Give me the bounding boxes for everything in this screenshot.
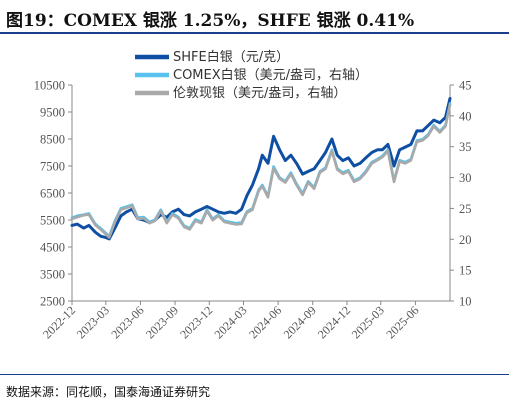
legend-label-2: COMEX白银（美元/盎司，右轴）: [173, 67, 368, 83]
y-left-tick-label: 3500: [40, 268, 65, 282]
y-right-tick-label: 20: [459, 233, 472, 247]
y-left-tick-label: 4500: [40, 241, 65, 255]
series-line-3: [70, 103, 452, 239]
x-tick-label: 2024-09: [281, 303, 319, 341]
x-tick-label: 2024-06: [246, 303, 284, 341]
footer-rule: [0, 374, 509, 375]
y-left-tick-label: 7500: [40, 160, 65, 174]
y-right-tick-label: 25: [459, 202, 472, 216]
x-tick-label: 2023-12: [177, 303, 215, 341]
x-tick-label: 2024-03: [211, 303, 249, 341]
y-right-tick-label: 35: [459, 140, 472, 154]
series-line-1: [70, 97, 452, 241]
y-left-tick-label: 10500: [34, 79, 65, 93]
legend-label-3: 伦敦现银（美元/盎司，右轴）: [173, 85, 346, 101]
y-left-tick-label: 5500: [40, 214, 65, 228]
y-right-tick-label: 10: [459, 295, 472, 309]
x-tick-label: 2023-06: [108, 303, 146, 341]
title-rule: [0, 32, 509, 34]
legend-label-1: SHFE白银（元/克）: [173, 49, 289, 65]
figure-footer: 数据来源：同花顺，国泰海通证券研究: [0, 374, 509, 406]
x-tick-label: 2024-12: [315, 303, 353, 341]
x-tick-label: 2023-09: [143, 303, 181, 341]
y-right-tick-label: 30: [459, 171, 472, 185]
source-note: 数据来源：同花顺，国泰海通证券研究: [6, 385, 211, 399]
series-line-2: [70, 102, 452, 238]
y-left-tick-label: 2500: [40, 295, 65, 309]
x-tick-label: 2025-03: [349, 303, 387, 341]
y-left-tick-label: 6500: [40, 187, 65, 201]
chart-area: 2500 3500 4500 5500 6500 7500 8500 9500 10500 10 1…: [0, 34, 509, 374]
y-right-tick-label: 45: [459, 79, 472, 93]
x-tick-label: 2025-06: [383, 303, 421, 341]
x-tick-label: 2023-03: [74, 303, 112, 341]
line-chart: 2500 3500 4500 5500 6500 7500 8500 9500 10500 10 1…: [34, 49, 472, 341]
y-left-tick-label: 8500: [40, 133, 65, 147]
y-right-tick-label: 40: [459, 109, 472, 123]
y-right-tick-label: 15: [459, 264, 472, 278]
x-tick-label: 2022-12: [40, 303, 78, 341]
figure-header: 图19：COMEX 银涨 1.25%，SHFE 银涨 0.41%: [0, 2, 509, 34]
figure-title: 图19：COMEX 银涨 1.25%，SHFE 银涨 0.41%: [6, 11, 415, 31]
y-left-tick-label: 9500: [40, 106, 65, 120]
